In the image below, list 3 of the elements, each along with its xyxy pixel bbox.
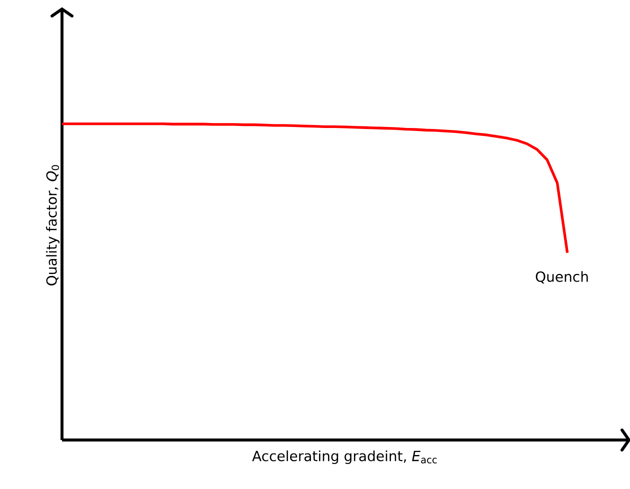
y-axis-title: Quality factor, Q$_{0}$ [46,165,60,286]
x-axis-title: Accelerating gradeint, E$_{acc}$ [252,450,437,464]
annotation: Quench [536,271,588,284]
